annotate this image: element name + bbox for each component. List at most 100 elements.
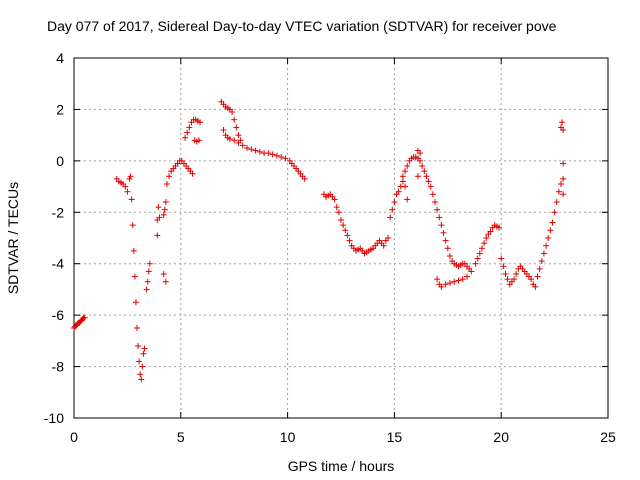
data-point xyxy=(474,255,481,262)
data-point xyxy=(161,206,168,213)
data-point xyxy=(128,196,135,203)
data-point xyxy=(560,160,567,167)
data-point xyxy=(282,155,289,162)
data-point xyxy=(538,258,545,265)
data-point xyxy=(344,232,351,239)
data-point xyxy=(547,227,554,234)
x-axis-label: GPS time / hours xyxy=(288,458,395,474)
chart-title: Day 077 of 2017, Sidereal Day-to-day VTE… xyxy=(47,18,557,34)
data-point xyxy=(464,273,471,280)
data-point xyxy=(384,235,391,241)
y-tick-label: 0 xyxy=(56,153,64,169)
data-point xyxy=(442,281,449,288)
data-point xyxy=(137,371,144,378)
data-point xyxy=(248,146,255,153)
data-point xyxy=(143,286,150,293)
data-point xyxy=(558,181,565,187)
data-point xyxy=(184,129,191,136)
data-point xyxy=(434,206,441,213)
data-point xyxy=(387,214,394,221)
data-point xyxy=(423,173,430,180)
data-point xyxy=(421,168,428,175)
y-tick-label: -2 xyxy=(52,204,65,220)
data-point xyxy=(269,151,276,158)
data-point xyxy=(160,271,167,277)
data-point xyxy=(399,173,406,180)
data-point xyxy=(446,280,453,286)
data-point xyxy=(155,204,162,211)
data-point xyxy=(459,276,466,283)
data-point xyxy=(419,163,426,169)
data-point xyxy=(195,137,202,144)
data-point xyxy=(335,209,342,216)
data-point xyxy=(402,168,409,175)
data-point xyxy=(145,268,152,275)
data-point xyxy=(265,150,272,157)
data-point xyxy=(182,134,189,141)
data-point xyxy=(301,175,308,182)
x-tick-label: 20 xyxy=(493,429,509,445)
y-tick-label: -8 xyxy=(52,359,65,375)
x-tick-label: 0 xyxy=(70,429,78,445)
data-point xyxy=(130,247,137,254)
data-point xyxy=(154,217,161,223)
data-point xyxy=(231,116,238,123)
y-tick-label: 4 xyxy=(56,50,64,66)
data-point xyxy=(278,154,285,160)
data-point xyxy=(417,150,424,157)
data-point xyxy=(186,124,193,131)
data-point xyxy=(511,276,518,283)
data-point xyxy=(560,127,567,133)
data-point xyxy=(129,222,136,229)
data-point xyxy=(138,376,145,383)
data-point xyxy=(333,204,340,211)
data-point xyxy=(139,363,146,370)
data-point xyxy=(395,188,402,195)
data-point xyxy=(536,265,543,272)
data-point xyxy=(126,175,133,182)
data-point xyxy=(197,119,204,126)
data-point xyxy=(131,273,138,280)
data-point xyxy=(404,196,411,203)
data-point xyxy=(427,183,434,190)
data-series xyxy=(71,98,567,383)
data-point xyxy=(235,139,242,146)
data-point xyxy=(389,206,396,213)
data-point xyxy=(559,119,566,126)
data-point xyxy=(252,147,259,154)
x-tick-label: 10 xyxy=(280,429,296,445)
data-point xyxy=(342,227,349,234)
data-point xyxy=(468,268,475,275)
grid-lines xyxy=(74,58,608,418)
data-point xyxy=(162,199,169,205)
data-point xyxy=(500,263,507,270)
data-point xyxy=(502,271,509,277)
data-point xyxy=(504,276,511,283)
data-point xyxy=(455,277,462,284)
data-point xyxy=(476,250,483,257)
data-point xyxy=(528,276,535,283)
data-point xyxy=(380,242,387,249)
data-point xyxy=(189,170,196,177)
data-point xyxy=(81,314,88,321)
data-point xyxy=(436,214,443,221)
data-point xyxy=(166,173,173,180)
data-point xyxy=(434,276,441,283)
data-point xyxy=(451,278,458,285)
data-point xyxy=(446,253,453,259)
data-point xyxy=(549,219,556,226)
data-point xyxy=(404,163,411,169)
data-point xyxy=(540,250,547,257)
data-point xyxy=(417,157,424,164)
data-point xyxy=(560,175,567,182)
data-point xyxy=(551,209,558,216)
data-point xyxy=(235,132,242,139)
data-point xyxy=(140,350,147,357)
data-point xyxy=(496,224,503,231)
data-point xyxy=(146,260,153,267)
data-point xyxy=(478,245,485,252)
data-point xyxy=(555,188,562,195)
data-point xyxy=(331,196,338,203)
data-point xyxy=(163,181,170,187)
